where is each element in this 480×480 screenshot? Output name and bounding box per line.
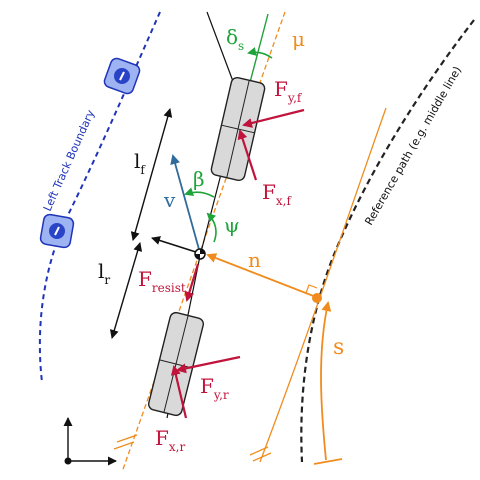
s-arc-base — [313, 458, 343, 465]
left-track-label: Left Track Boundary — [41, 108, 98, 214]
centerline-ticks — [113, 434, 138, 450]
force-yr-arrow — [176, 355, 241, 374]
track-marker-top — [103, 57, 141, 95]
reference-path-label: Reference path (e.g. middle line) — [362, 64, 464, 227]
psi-label: ψ — [224, 213, 240, 237]
front-tire — [210, 76, 266, 182]
delta-label: δs — [226, 25, 244, 53]
velocity-arrow — [170, 154, 201, 254]
n-arrow — [206, 253, 317, 298]
rear-tire — [147, 311, 205, 417]
fxf-label: Fx,f — [262, 180, 292, 208]
fyr-label: Fy,r — [200, 374, 229, 402]
n-label: n — [248, 248, 261, 272]
fyf-label: Fy,f — [274, 77, 303, 105]
force-xr-arrow — [170, 365, 188, 419]
force-yf-arrow — [242, 108, 305, 128]
psi-arc — [206, 212, 217, 243]
force-resist-arrow — [184, 263, 200, 302]
right-angle-mark — [305, 284, 318, 294]
lr-label: lr — [98, 259, 110, 287]
lf-label: lf — [134, 149, 146, 177]
s-label: s — [333, 335, 344, 360]
global-origin — [64, 457, 72, 465]
orange-guide-line — [259, 107, 387, 463]
delta-arc — [247, 47, 273, 59]
lf-dimension — [130, 108, 173, 241]
v-label: v — [163, 188, 176, 212]
force-xf-arrow — [237, 129, 258, 181]
path-point — [312, 293, 322, 303]
beta-label: β — [193, 167, 205, 191]
local-axis-x — [151, 236, 200, 254]
center-of-gravity — [194, 248, 206, 260]
orange-guide-ticks — [249, 446, 272, 462]
lr-dimension — [109, 242, 143, 339]
track-marker-bottom — [39, 213, 75, 249]
fxr-label: Fx,r — [155, 426, 185, 454]
mu-label: μ — [292, 27, 305, 51]
beta-arc — [184, 187, 215, 198]
s-arc-arrow — [320, 301, 332, 461]
fresist-label: Fresist — [138, 267, 186, 295]
